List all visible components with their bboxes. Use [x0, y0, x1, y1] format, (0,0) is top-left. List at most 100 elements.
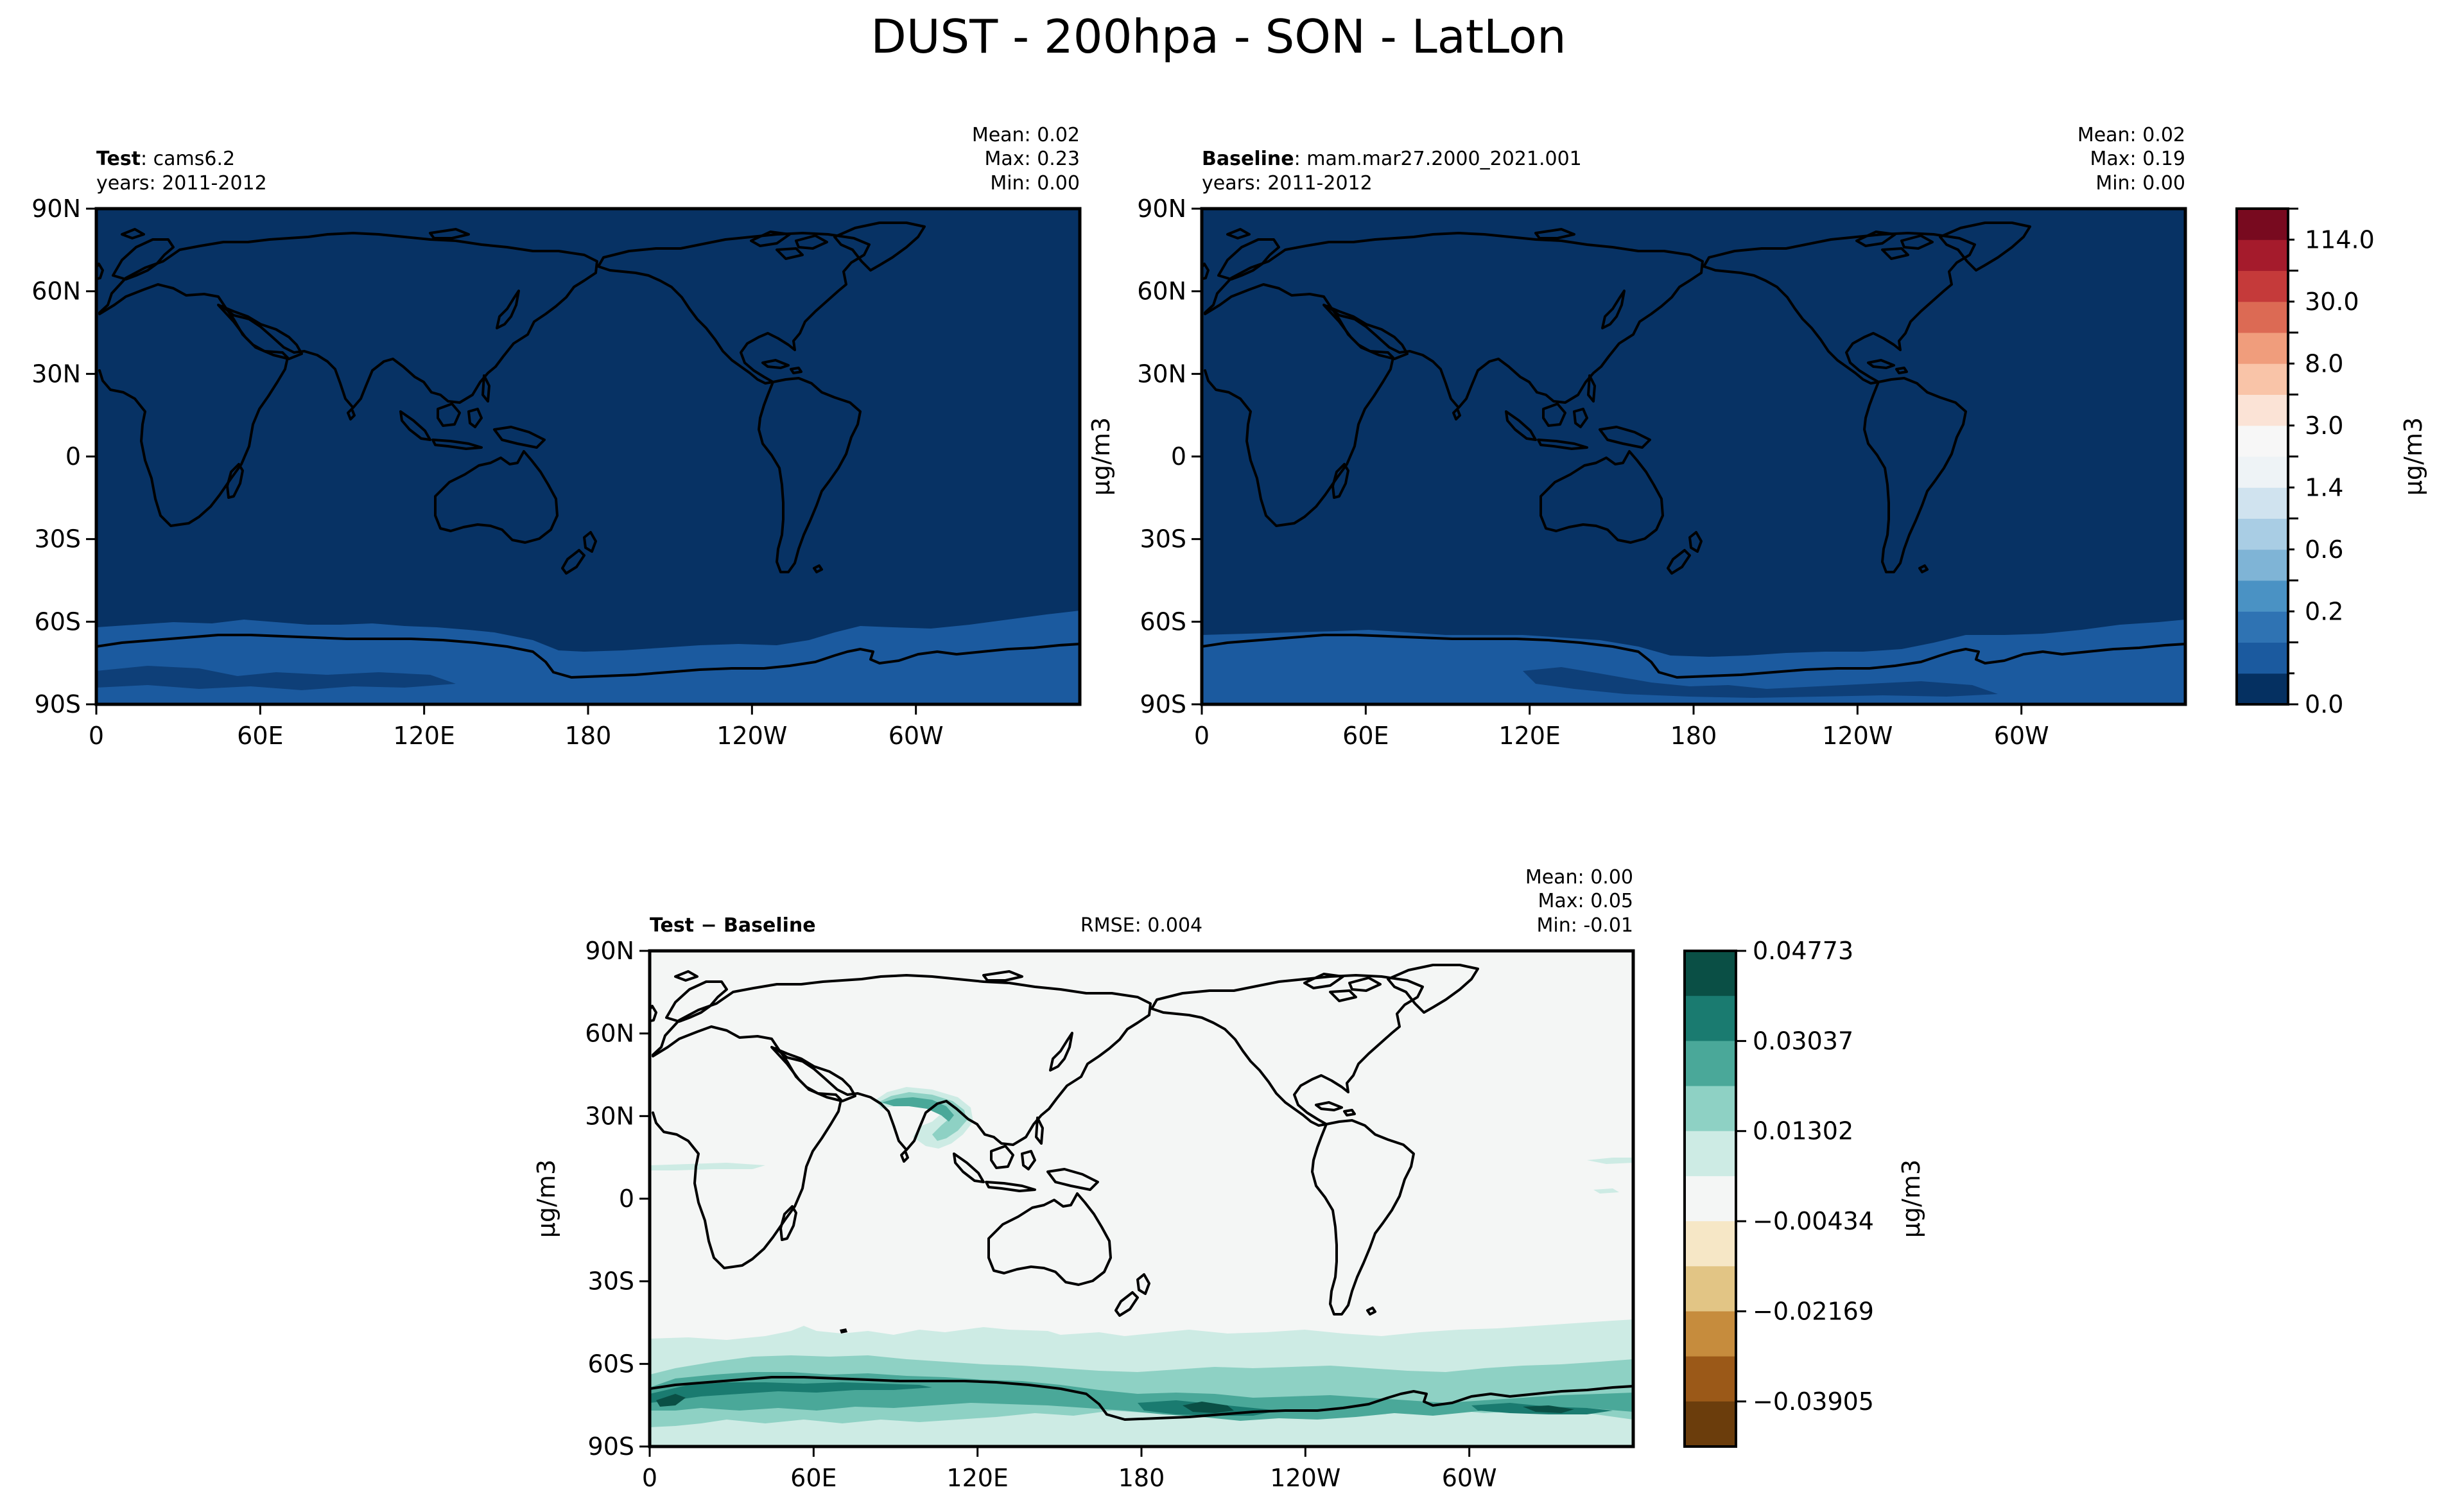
diff-ytick-label: 0 [619, 1185, 634, 1213]
colorbar-bottom-tick-label: −0.03905 [1753, 1387, 1874, 1416]
baseline-max: Max: 0.19 [2090, 148, 2185, 170]
colorbar-top-segment [2237, 518, 2288, 550]
colorbar-top-tick-label: 1.4 [2305, 473, 2343, 501]
panel-baseline: 90N 60N 30N 0 30S 60S 90S 0 60E 120E 180 120W 60W B… [1137, 124, 2187, 750]
diff-ytick-label: 90N [585, 937, 634, 965]
colorbar-top-segment [2237, 642, 2288, 674]
test-title-bold: Test [96, 148, 141, 170]
baseline-title-rest: : mam.mar27.2000_2021.001 [1294, 148, 1582, 170]
test-xticks: 0 60E 120E 180 120W 60W [89, 704, 944, 750]
colorbar-top-tick-label: 8.0 [2305, 349, 2343, 378]
diff-xtick-label: 120W [1270, 1464, 1340, 1492]
colorbar-bottom-segment [1685, 996, 1736, 1041]
colorbar-top-label: μg/m3 [2399, 417, 2427, 496]
colorbar-top-tick-label: 114.0 [2305, 225, 2375, 254]
diff-min: Min: -0.01 [1537, 914, 1634, 937]
colorbar-top-segment [2237, 363, 2288, 395]
colorbar-bottom-ticks: 0.04773 0.03037 0.01302 −0.00434 −0.02169 −0.… [1736, 937, 1874, 1416]
figure-title: DUST - 200hpa - SON - LatLon [871, 10, 1566, 64]
colorbar-top-tick-label: 30.0 [2305, 288, 2359, 316]
test-years: years: 2011-2012 [96, 172, 267, 195]
baseline-ytick-label: 90N [1137, 195, 1186, 223]
test-xtick-label: 60E [237, 722, 283, 750]
colorbar-bottom-segment [1685, 1311, 1736, 1357]
test-ytick-label: 90N [31, 195, 81, 223]
test-antarctic-inner [96, 666, 456, 690]
diff-title: Test − Baseline [650, 914, 816, 937]
baseline-title-bold: Baseline [1202, 148, 1294, 170]
colorbar-bottom-segment [1685, 1176, 1736, 1222]
colorbar-top-segment [2237, 425, 2288, 457]
test-xtick-label: 180 [565, 722, 612, 750]
test-ytick-label: 90S [35, 690, 81, 718]
colorbar-top-segment [2237, 611, 2288, 643]
colorbar-top-segments [2237, 209, 2288, 705]
test-ytick-label: 0 [65, 442, 81, 471]
test-xtick-label: 0 [89, 722, 104, 750]
baseline-ytick-label: 90S [1140, 690, 1186, 718]
colorbar-bottom-label: μg/m3 [1897, 1160, 1925, 1238]
diff-rmse: RMSE: 0.004 [1080, 914, 1202, 937]
diff-ytick-label: 60S [588, 1350, 634, 1378]
colorbar-bottom-segment [1685, 1221, 1736, 1267]
baseline-antarctic-inner [1523, 667, 1998, 698]
figure-ylabel: μg/m3 [1087, 417, 1115, 496]
test-xtick-label: 120E [393, 722, 455, 750]
colorbar-bottom-frame [1683, 950, 1737, 1448]
colorbar-bottom-segment [1685, 1266, 1736, 1312]
baseline-years: years: 2011-2012 [1202, 172, 1373, 195]
baseline-xticks: 0 60E 120E 180 120W 60W [1194, 704, 2049, 750]
diff-southern-dark [650, 1382, 932, 1403]
colorbar-top-segment [2237, 673, 2288, 705]
diff-asia-plume-mid [878, 1092, 967, 1141]
diff-xtick-label: 60E [790, 1464, 837, 1492]
baseline-ytick-label: 60N [1137, 277, 1186, 306]
colorbar-bottom-segment [1685, 1086, 1736, 1132]
diff-xtick-label: 180 [1118, 1464, 1165, 1492]
panel-difference: 90N 60N 30N 0 30S 60S 90S 0 60E 120E 180 120W 60W T… [532, 866, 1635, 1492]
colorbar-top-segment [2237, 333, 2288, 364]
test-ytick-label: 60S [35, 607, 81, 636]
diff-xticks: 0 60E 120E 180 120W 60W [642, 1447, 1497, 1492]
colorbar-top: 114.0 30.0 8.0 3.0 1.4 0.6 0.2 0.0 μg/m3 [2235, 207, 2427, 718]
diff-ytick-label: 30N [585, 1102, 634, 1130]
diff-ylabel: μg/m3 [532, 1160, 560, 1238]
colorbar-top-segment [2237, 270, 2288, 302]
colorbar-bottom-tick-label: −0.00434 [1753, 1207, 1874, 1235]
colorbar-bottom-tick-label: 0.01302 [1753, 1117, 1853, 1145]
diff-ytick-label: 60N [585, 1020, 634, 1048]
baseline-title: Baseline: mam.mar27.2000_2021.001 [1202, 148, 1582, 170]
diff-max: Max: 0.05 [1538, 890, 1633, 912]
test-xtick-label: 60W [889, 722, 944, 750]
colorbar-top-segment [2237, 456, 2288, 488]
test-title: Test: cams6.2 [96, 148, 235, 170]
baseline-xtick-label: 60W [1994, 722, 2049, 750]
test-ytick-label: 30S [35, 525, 81, 553]
diff-mean: Mean: 0.00 [1525, 866, 1633, 889]
diff-southern-darkest [1183, 1402, 1234, 1413]
diff-tropical-streak2 [1587, 1158, 1633, 1164]
baseline-ytick-label: 30S [1140, 525, 1186, 553]
test-title-rest: : cams6.2 [141, 148, 235, 170]
baseline-xtick-label: 120E [1498, 722, 1561, 750]
colorbar-bottom-segment [1685, 1041, 1736, 1087]
test-mean: Mean: 0.02 [972, 124, 1080, 146]
baseline-xtick-label: 120W [1822, 722, 1893, 750]
diff-southern-darkest2 [1523, 1405, 1574, 1413]
colorbar-top-segment [2237, 301, 2288, 333]
colorbar-bottom-segment [1685, 951, 1736, 996]
diff-xtick-label: 60W [1442, 1464, 1497, 1492]
colorbar-top-segment [2237, 580, 2288, 612]
diff-southern-darkest3 [656, 1394, 686, 1407]
baseline-field-background [1202, 209, 2185, 704]
diff-ytick-label: 90S [588, 1432, 634, 1461]
colorbar-top-ticks: 114.0 30.0 8.0 3.0 1.4 0.6 0.2 0.0 [2288, 207, 2375, 718]
diff-dot [840, 1328, 847, 1334]
diff-xtick-label: 120E [946, 1464, 1009, 1492]
test-xtick-label: 120W [716, 722, 787, 750]
test-min: Min: 0.00 [990, 172, 1080, 195]
colorbar-bottom: 0.04773 0.03037 0.01302 −0.00434 −0.02169 −0.… [1683, 937, 1925, 1448]
colorbar-top-segment [2237, 487, 2288, 519]
test-max: Max: 0.23 [985, 148, 1080, 170]
